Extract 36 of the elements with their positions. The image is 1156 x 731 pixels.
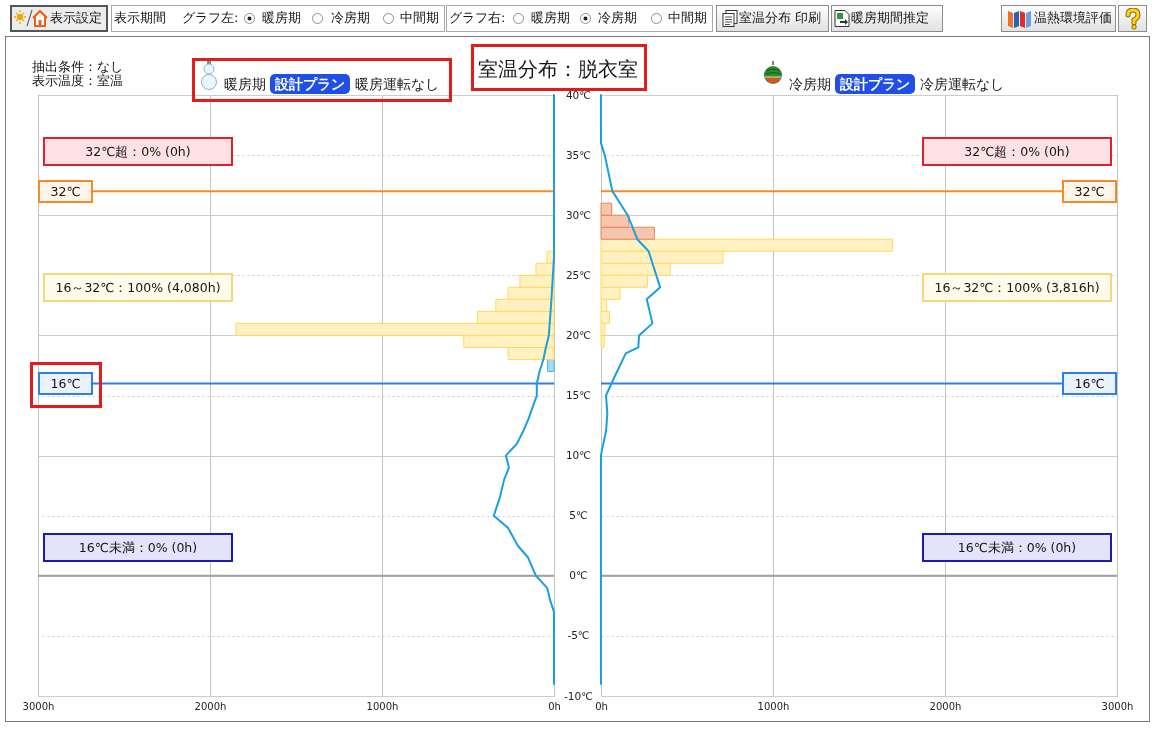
y-tick-label: 30℃	[565, 208, 592, 221]
y-tick-label: -5℃	[567, 629, 590, 642]
chart-subtitle: 冷房期 設計プラン 冷房運転なし	[789, 75, 1004, 94]
y-tick-label: 15℃	[565, 389, 592, 401]
y-tick-label: 35℃	[565, 148, 592, 161]
y-tick-label: -10℃	[564, 689, 593, 702]
x-tick-label: 0h	[548, 700, 561, 712]
y-tick-label: 0℃	[569, 569, 588, 582]
chart-subtitle: 暖房期 設計プラン 暖房運転なし	[224, 75, 439, 94]
text: グラフ右:	[449, 10, 506, 26]
text: 中間期	[400, 10, 439, 26]
text: 表示期間	[114, 10, 166, 26]
text: 暖房期間推定	[851, 10, 929, 26]
text: 冷房期	[331, 10, 370, 26]
y-tick-label: 10℃	[565, 449, 592, 462]
x-tick-label: 3000h	[1101, 700, 1134, 712]
text: 抽出条件：なし	[32, 59, 123, 74]
x-tick-label: 1000h	[757, 700, 790, 712]
y-tick-label: 5℃	[569, 509, 588, 522]
text: 温熱環境評価	[1034, 10, 1112, 26]
y-tick-label: 25℃	[565, 268, 592, 281]
text: 中間期	[668, 10, 707, 26]
text: 冷房期	[598, 10, 637, 26]
x-tick-label: 2000h	[929, 700, 962, 712]
x-tick-label: 2000h	[194, 700, 227, 712]
text: 表示設定	[50, 10, 102, 26]
y-tick-label: 40℃	[565, 88, 592, 101]
y-tick-label: 20℃	[565, 328, 592, 341]
text: 暖房期	[262, 10, 301, 26]
x-tick-label: 3000h	[22, 700, 55, 712]
x-tick-label: 1000h	[366, 700, 399, 712]
text: 暖房期	[531, 10, 570, 26]
chart-title: 室温分布：脱衣室	[478, 57, 638, 81]
x-tick-label: 0h	[595, 700, 608, 712]
text: 室温分布 印刷	[739, 10, 822, 26]
text: グラフ左:	[182, 10, 239, 26]
